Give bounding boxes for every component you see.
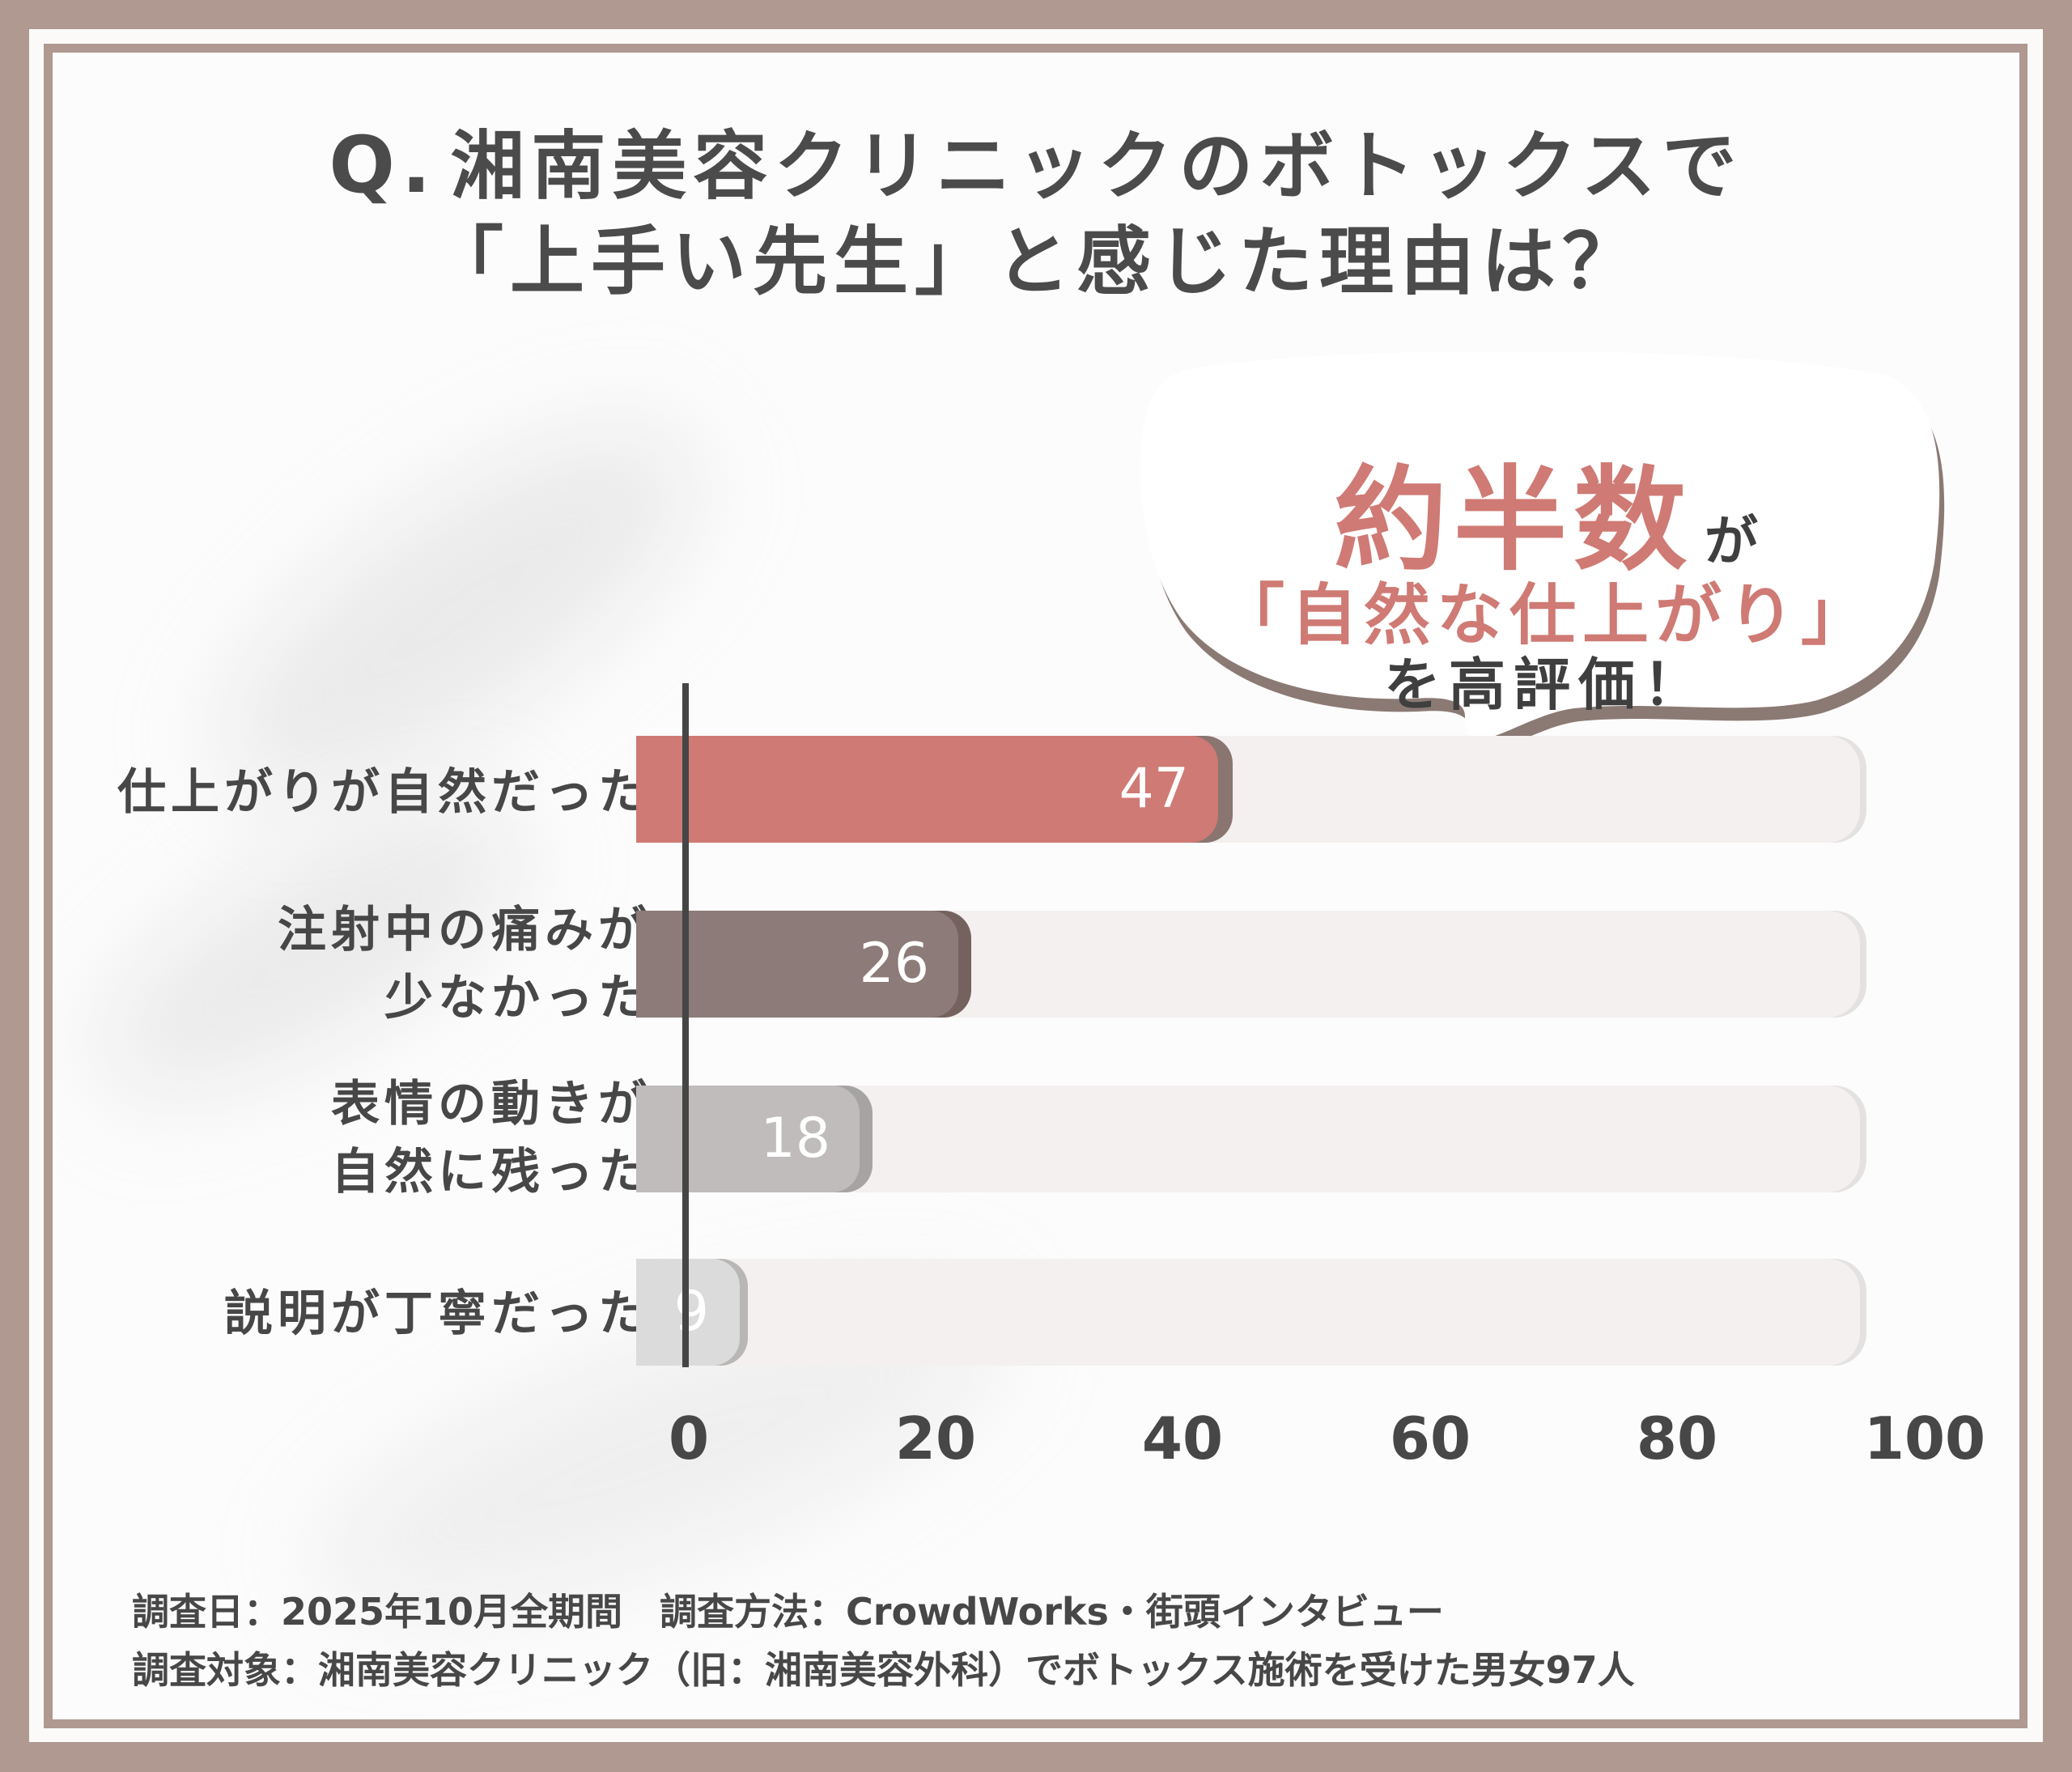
callout-big-text: 約半数 xyxy=(1333,455,1693,587)
infographic-canvas: Q. 湘南美容クリニックのボトックスで 「上手い先生」と感じた理由は？ xyxy=(53,53,2019,1719)
title-line-2: 「上手い先生」と感じた理由は？ xyxy=(428,219,1643,305)
row-label-1: 仕上がりが自然だった xyxy=(117,764,652,821)
x-tick-100: 100 xyxy=(1863,1404,1986,1472)
x-tick-0: 0 xyxy=(668,1404,710,1472)
title-line-1: 湘南美容クリニックのボトックスで xyxy=(450,123,1743,210)
x-tick-40: 40 xyxy=(1141,1404,1224,1472)
row-label-3: 表情の動きが 自然に残った xyxy=(331,1076,652,1200)
speech-bubble-shape xyxy=(1140,352,1945,753)
callout-particle: が xyxy=(1705,510,1758,572)
callout-bubble: 約半数が 「自然な仕上がり」 を高評価！ xyxy=(1137,352,1955,805)
bar-value-2: 26 xyxy=(859,932,929,996)
question-prefix: Q. xyxy=(329,120,438,210)
survey-info-line-2: 調査対象：湘南美容クリニック（旧：湘南美容外科）でボトックス施術を受けた男女97… xyxy=(132,1648,1635,1692)
bar-value-4: 9 xyxy=(673,1280,709,1344)
survey-info-line-1: 調査日：2025年10月全期間 調査方法：CrowdWorks・街頭インタビュー xyxy=(132,1590,1444,1634)
bar-track-4 xyxy=(636,1259,1860,1366)
page-title: Q. 湘南美容クリニックのボトックスで 「上手い先生」と感じた理由は？ xyxy=(53,117,2019,310)
callout-tail-text: を高評価！ xyxy=(1384,652,1708,718)
bar-1: 47 xyxy=(636,736,1218,843)
x-tick-80: 80 xyxy=(1636,1404,1718,1472)
row-label-4: 説明が丁寧だった xyxy=(224,1285,652,1342)
y-axis-line xyxy=(682,683,689,1367)
bar-2: 26 xyxy=(636,911,958,1018)
bar-value-1: 47 xyxy=(1119,757,1189,821)
row-label-2: 注射中の痛みが 少なかった xyxy=(278,902,652,1026)
x-tick-20: 20 xyxy=(894,1404,977,1472)
bar-3: 18 xyxy=(636,1086,860,1192)
bar-value-3: 18 xyxy=(760,1107,830,1171)
callout-highlight: 「自然な仕上がり」 xyxy=(1217,577,1874,654)
x-tick-60: 60 xyxy=(1389,1404,1471,1472)
